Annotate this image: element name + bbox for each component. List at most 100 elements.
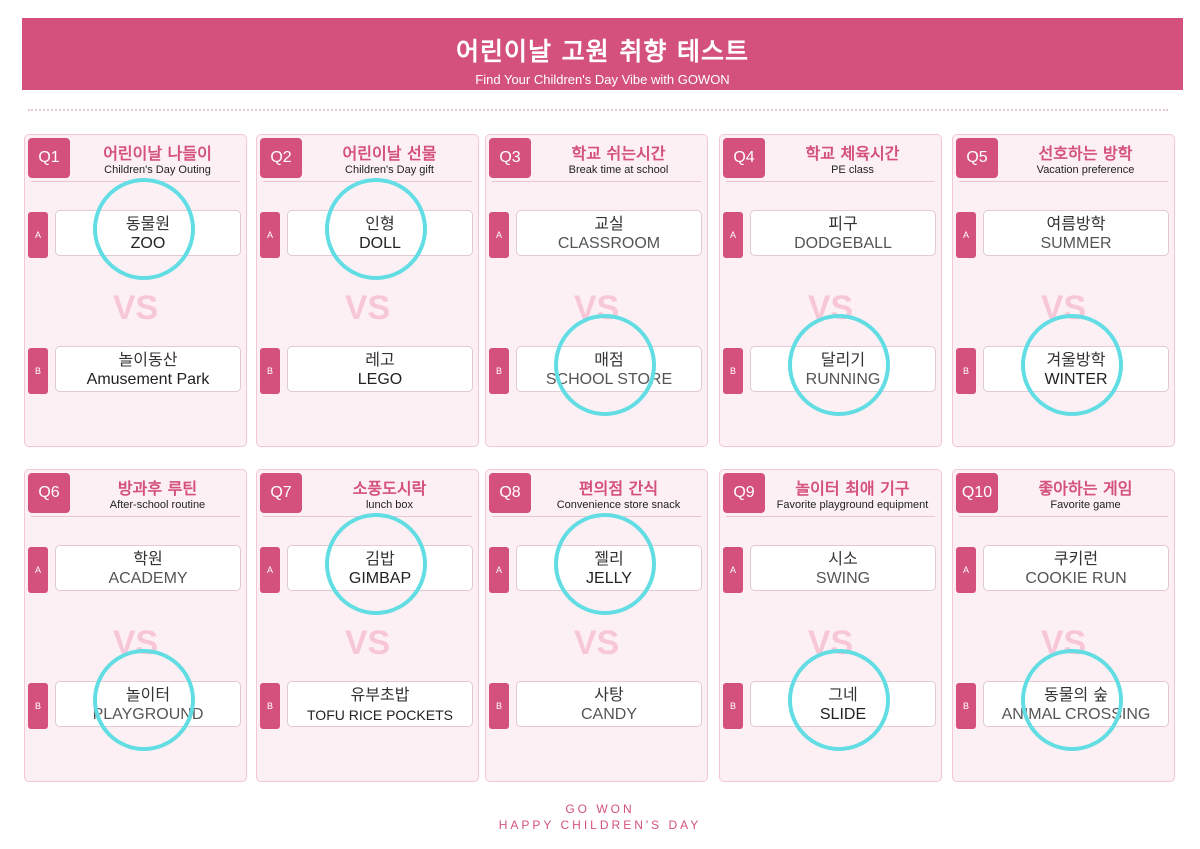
option-a-letter: A — [260, 547, 280, 593]
question-divider — [726, 516, 935, 517]
question-number: Q3 — [489, 138, 531, 178]
question-card: Q4 학교 체육시간 PE class A 피구 DODGEBALL B 달리기 RUNNING… — [719, 134, 942, 447]
option-b-letter: B — [28, 348, 48, 394]
option-a-label-kr: 피구 — [828, 214, 858, 233]
question-number: Q1 — [28, 138, 70, 178]
option-a-button[interactable]: 학원 ACADEMY — [55, 545, 241, 591]
question-title-kr: 학교 체육시간 — [805, 144, 900, 163]
option-b-button[interactable]: 레고 LEGO — [287, 346, 473, 392]
option-a-button[interactable]: 쿠키런 COOKIE RUN — [983, 545, 1169, 591]
question-title-en: Children's Day gift — [345, 164, 434, 176]
option-a-label-kr: 학원 — [133, 549, 163, 568]
vs-label: VS — [112, 289, 159, 327]
option-a-button[interactable]: 교실 CLASSROOM — [516, 210, 702, 256]
question-title-en: PE class — [831, 164, 874, 176]
question-number: Q2 — [260, 138, 302, 178]
question-title-en: Favorite playground equipment — [776, 499, 929, 511]
question-title-kr: 선호하는 방학 — [1038, 144, 1133, 163]
option-b-label-en: Amusement Park — [86, 371, 210, 388]
question-title-en: lunch box — [365, 499, 414, 511]
option-b-button[interactable]: 사탕 CANDY — [516, 681, 702, 727]
question-divider — [492, 181, 701, 182]
question-title-en: Children's Day Outing — [104, 164, 211, 176]
option-b-letter: B — [956, 348, 976, 394]
question-number: Q7 — [260, 473, 302, 513]
question-divider — [726, 181, 935, 182]
question-title-kr: 편의점 간식 — [578, 479, 659, 498]
question-divider — [959, 516, 1168, 517]
option-a-label-kr: 시소 — [828, 549, 858, 568]
selection-circle — [1021, 649, 1123, 751]
question-card: Q9 놀이터 최애 기구 Favorite playground equipment… — [719, 469, 942, 782]
option-a-letter: A — [489, 212, 509, 258]
option-b-letter: B — [723, 683, 743, 729]
footer-line-2: HAPPY CHILDREN'S DAY — [498, 818, 702, 832]
dotted-divider — [28, 109, 1168, 111]
option-a-button[interactable]: 여름방학 SUMMER — [983, 210, 1169, 256]
selection-circle — [325, 178, 427, 280]
option-a-letter: A — [723, 547, 743, 593]
question-number: Q9 — [723, 473, 765, 513]
question-divider — [959, 181, 1168, 182]
question-card: Q7 소풍도시락 lunch box A 김밥 GIMBAP B 유부초밥 TOFU RICE … — [256, 469, 479, 782]
selection-circle — [788, 649, 890, 751]
selection-circle — [325, 513, 427, 615]
selection-circle — [788, 314, 890, 416]
question-title-en: Convenience store snack — [556, 499, 681, 511]
option-b-button[interactable]: 유부초밥 TOFU RICE POCKETS — [287, 681, 473, 727]
option-a-letter: A — [956, 547, 976, 593]
option-a-button[interactable]: 시소 SWING — [750, 545, 936, 591]
selection-circle — [554, 314, 656, 416]
vs-label: VS — [344, 624, 391, 662]
option-b-letter: B — [260, 348, 280, 394]
option-a-label-en: SWING — [815, 570, 871, 587]
question-number: Q6 — [28, 473, 70, 513]
question-title-kr: 어린이날 선물 — [342, 144, 437, 163]
question-card: Q10 좋아하는 게임 Favorite game A 쿠키런 COOKIE RUN B 동물… — [952, 469, 1175, 782]
option-a-label-kr: 여름방학 — [1046, 214, 1106, 233]
selection-circle — [93, 178, 195, 280]
option-b-label-kr: 사탕 — [594, 685, 624, 704]
question-card: Q5 선호하는 방학 Vacation preference A 여름방학 SUMMER B… — [952, 134, 1175, 447]
option-b-letter: B — [28, 683, 48, 729]
question-title-kr: 방과후 루틴 — [117, 479, 198, 498]
selection-circle — [93, 649, 195, 751]
option-a-letter: A — [28, 212, 48, 258]
question-number: Q8 — [489, 473, 531, 513]
question-card: Q2 어린이날 선물 Children's Day gift A 인형 DOLL B 레고 LE… — [256, 134, 479, 447]
option-b-letter: B — [489, 348, 509, 394]
option-b-letter: B — [956, 683, 976, 729]
option-a-label-en: ACADEMY — [108, 570, 188, 587]
question-card: Q6 방과후 루틴 After-school routine A 학원 ACADEMY B 놀… — [24, 469, 247, 782]
question-number: Q10 — [956, 473, 998, 513]
page-title: 어린이날 고원 취향 테스트 — [455, 37, 750, 66]
footer-line-1: GO WON — [565, 802, 635, 816]
question-number: Q5 — [956, 138, 998, 178]
option-b-letter: B — [489, 683, 509, 729]
question-title-en: Break time at school — [568, 164, 669, 176]
question-title-kr: 놀이터 최애 기구 — [795, 479, 910, 498]
option-a-label-en: COOKIE RUN — [1025, 570, 1127, 587]
option-a-letter: A — [723, 212, 743, 258]
question-title-en: Vacation preference — [1036, 164, 1135, 176]
page-subtitle: Find Your Children's Day Vibe with GOWON — [475, 72, 730, 87]
option-b-label-en: TOFU RICE POCKETS — [307, 707, 453, 723]
vs-label: VS — [344, 289, 391, 327]
question-number: Q4 — [723, 138, 765, 178]
option-b-button[interactable]: 놀이동산 Amusement Park — [55, 346, 241, 392]
question-card: Q8 편의점 간식 Convenience store snack A 젤리 JELLY B… — [485, 469, 708, 782]
question-title-en: Favorite game — [1050, 499, 1121, 511]
question-title-kr: 소풍도시락 — [352, 479, 427, 498]
question-title-kr: 좋아하는 게임 — [1038, 479, 1133, 498]
question-title-kr: 어린이날 나들이 — [103, 144, 212, 163]
question-divider — [31, 516, 240, 517]
option-a-letter: A — [260, 212, 280, 258]
option-a-label-en: SUMMER — [1040, 235, 1112, 252]
option-a-letter: A — [489, 547, 509, 593]
option-a-label-en: CLASSROOM — [557, 235, 661, 252]
option-b-label-kr: 놀이동산 — [118, 350, 178, 369]
header-banner: 어린이날 고원 취향 테스트 Find Your Children's Day … — [22, 18, 1183, 90]
option-a-button[interactable]: 피구 DODGEBALL — [750, 210, 936, 256]
option-a-letter: A — [28, 547, 48, 593]
option-a-label-en: DODGEBALL — [794, 235, 892, 252]
